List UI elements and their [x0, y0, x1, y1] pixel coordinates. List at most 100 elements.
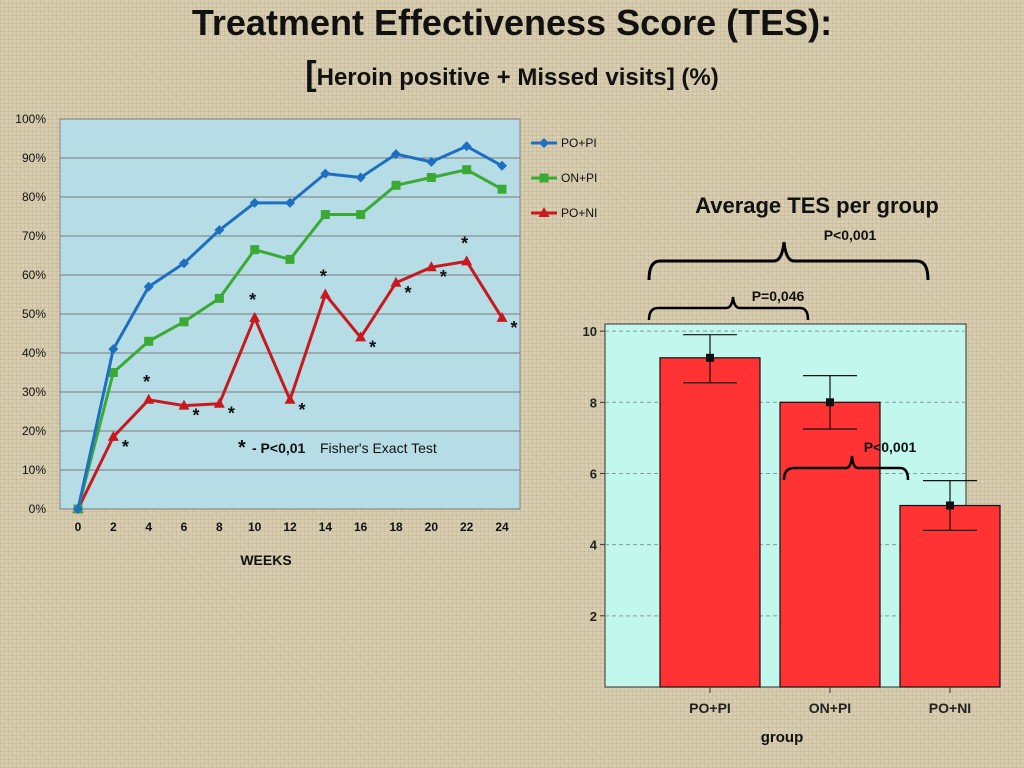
bar-x-tick-labels: PO+PI ON+PI PO+NI	[689, 687, 971, 716]
point-po-ni	[461, 255, 473, 266]
significance-star: *	[510, 318, 517, 338]
mean-marker-on-pi	[826, 398, 834, 407]
bar-chart-heading: Average TES per group	[695, 193, 939, 218]
legend-marker	[539, 173, 549, 183]
point-po-pi	[179, 258, 189, 269]
line-y-tick-label: 50%	[22, 307, 46, 321]
point-on-pi	[250, 245, 260, 255]
point-po-pi	[461, 141, 472, 152]
line-y-tick-label: 10%	[22, 463, 46, 477]
point-po-ni	[107, 430, 119, 441]
significance-star: *	[192, 406, 199, 426]
point-on-pi	[144, 336, 154, 346]
point-po-pi	[355, 172, 366, 183]
bar-x-tick-label: ON+PI	[809, 700, 851, 716]
point-on-pi	[356, 210, 366, 220]
line-y-tick-label: 20%	[22, 424, 46, 438]
line-x-tick-label: 2	[110, 520, 117, 534]
point-po-pi	[143, 281, 154, 292]
line-x-tick-labels: 0 2 4 6 8 10 12 14 16 18 20 22 24	[75, 520, 509, 534]
point-po-ni	[496, 311, 508, 322]
bar-y-tick-label: 2	[590, 609, 597, 624]
point-po-ni	[284, 393, 296, 404]
significance-star: *	[143, 372, 150, 392]
bar-y-tick-label: 8	[590, 395, 597, 410]
note-rest: Fisher's Exact Test	[320, 440, 437, 456]
point-on-pi	[108, 368, 118, 377]
point-on-pi	[426, 173, 436, 182]
significance-stars: *** *********	[122, 233, 518, 457]
significance-star: *	[298, 400, 305, 420]
significance-star: *	[122, 437, 129, 457]
bar-x-tick-label: PO+NI	[929, 700, 971, 716]
line-y-tick-label: 90%	[22, 151, 46, 165]
bar-po-ni	[899, 504, 1001, 688]
brace-right	[782, 455, 910, 481]
line-x-tick-label: 6	[181, 520, 188, 534]
significance-star: *	[369, 337, 376, 357]
bar-chart: Average TES per group P<0,001 P=0,046 2 4…	[583, 193, 1001, 746]
line-y-tick-label: 80%	[22, 190, 46, 204]
line-series-group	[72, 141, 508, 514]
legend-label: PO+PI	[561, 136, 597, 150]
bar-po-pi	[659, 357, 761, 688]
legend-marker	[539, 138, 549, 148]
bar-y-tick-label: 4	[590, 538, 598, 553]
line-x-axis-label: WEEKS	[240, 552, 291, 568]
legend-marker	[538, 207, 550, 217]
p-value-mid: P=0,046	[752, 288, 805, 304]
point-po-ni	[249, 311, 261, 322]
point-po-pi	[249, 197, 260, 208]
line-y-tick-label: 0%	[29, 502, 47, 516]
point-po-pi	[391, 149, 401, 160]
line-y-tick-label: 60%	[22, 268, 46, 282]
p-value-top: P<0,001	[824, 227, 877, 243]
title-line-1: Treatment Effectiveness Score (TES):	[191, 2, 833, 43]
legend-label: PO+NI	[561, 206, 597, 220]
line-y-tick-labels: 0% 10% 20% 30% 40% 50% 60% 70% 80% 90% 100%	[15, 112, 46, 516]
significance-star: *	[440, 267, 447, 287]
point-po-ni	[425, 261, 437, 272]
point-po-ni	[390, 276, 402, 287]
title-line-2: [Heroin positive + Missed visits] (%)	[0, 55, 1024, 94]
point-po-pi	[497, 160, 507, 171]
line-x-tick-label: 16	[354, 520, 368, 534]
line-x-tick-label: 14	[319, 520, 333, 534]
line-x-tick-label: 22	[460, 520, 474, 534]
line-x-tick-label: 12	[283, 520, 297, 534]
point-on-pi	[497, 184, 507, 194]
bar-y-tick-label: 10	[583, 324, 597, 339]
point-on-pi	[391, 180, 401, 190]
line-gridlines	[60, 118, 520, 510]
line-y-tick-label: 40%	[22, 346, 46, 360]
point-on-pi	[462, 165, 472, 175]
line-x-tick-label: 8	[216, 520, 223, 534]
line-x-tick-label: 20	[425, 520, 439, 534]
significance-star: *	[320, 267, 327, 287]
p-value-right: P<0,001	[864, 439, 917, 455]
significance-star: *	[461, 233, 468, 253]
bar-y-tick-label: 6	[590, 466, 597, 481]
significance-star: *	[228, 404, 235, 424]
bar-x-axis-label: group	[761, 729, 804, 746]
note-star: *	[238, 437, 246, 459]
significance-star: *	[404, 283, 411, 303]
point-po-pi	[73, 504, 83, 514]
significance-star: *	[249, 290, 256, 310]
brace-mid	[647, 296, 810, 321]
note-bold: - P<0,01	[252, 440, 306, 456]
point-po-ni	[213, 397, 225, 408]
line-y-tick-label: 70%	[22, 229, 46, 243]
point-po-ni	[355, 331, 367, 342]
bar-gridlines	[600, 330, 966, 617]
point-po-pi	[108, 344, 119, 355]
point-po-ni	[319, 288, 331, 299]
point-po-pi	[426, 156, 437, 167]
mean-marker-po-pi	[706, 353, 714, 362]
legend-label: ON+PI	[561, 171, 597, 185]
bar-x-tick-label: PO+PI	[689, 700, 731, 716]
title-bracket: [	[305, 55, 317, 93]
title-line-2-text: Heroin positive + Missed visits] (%)	[316, 64, 719, 91]
line-legend: PO+PI ON+PI PO+NI	[531, 136, 597, 220]
